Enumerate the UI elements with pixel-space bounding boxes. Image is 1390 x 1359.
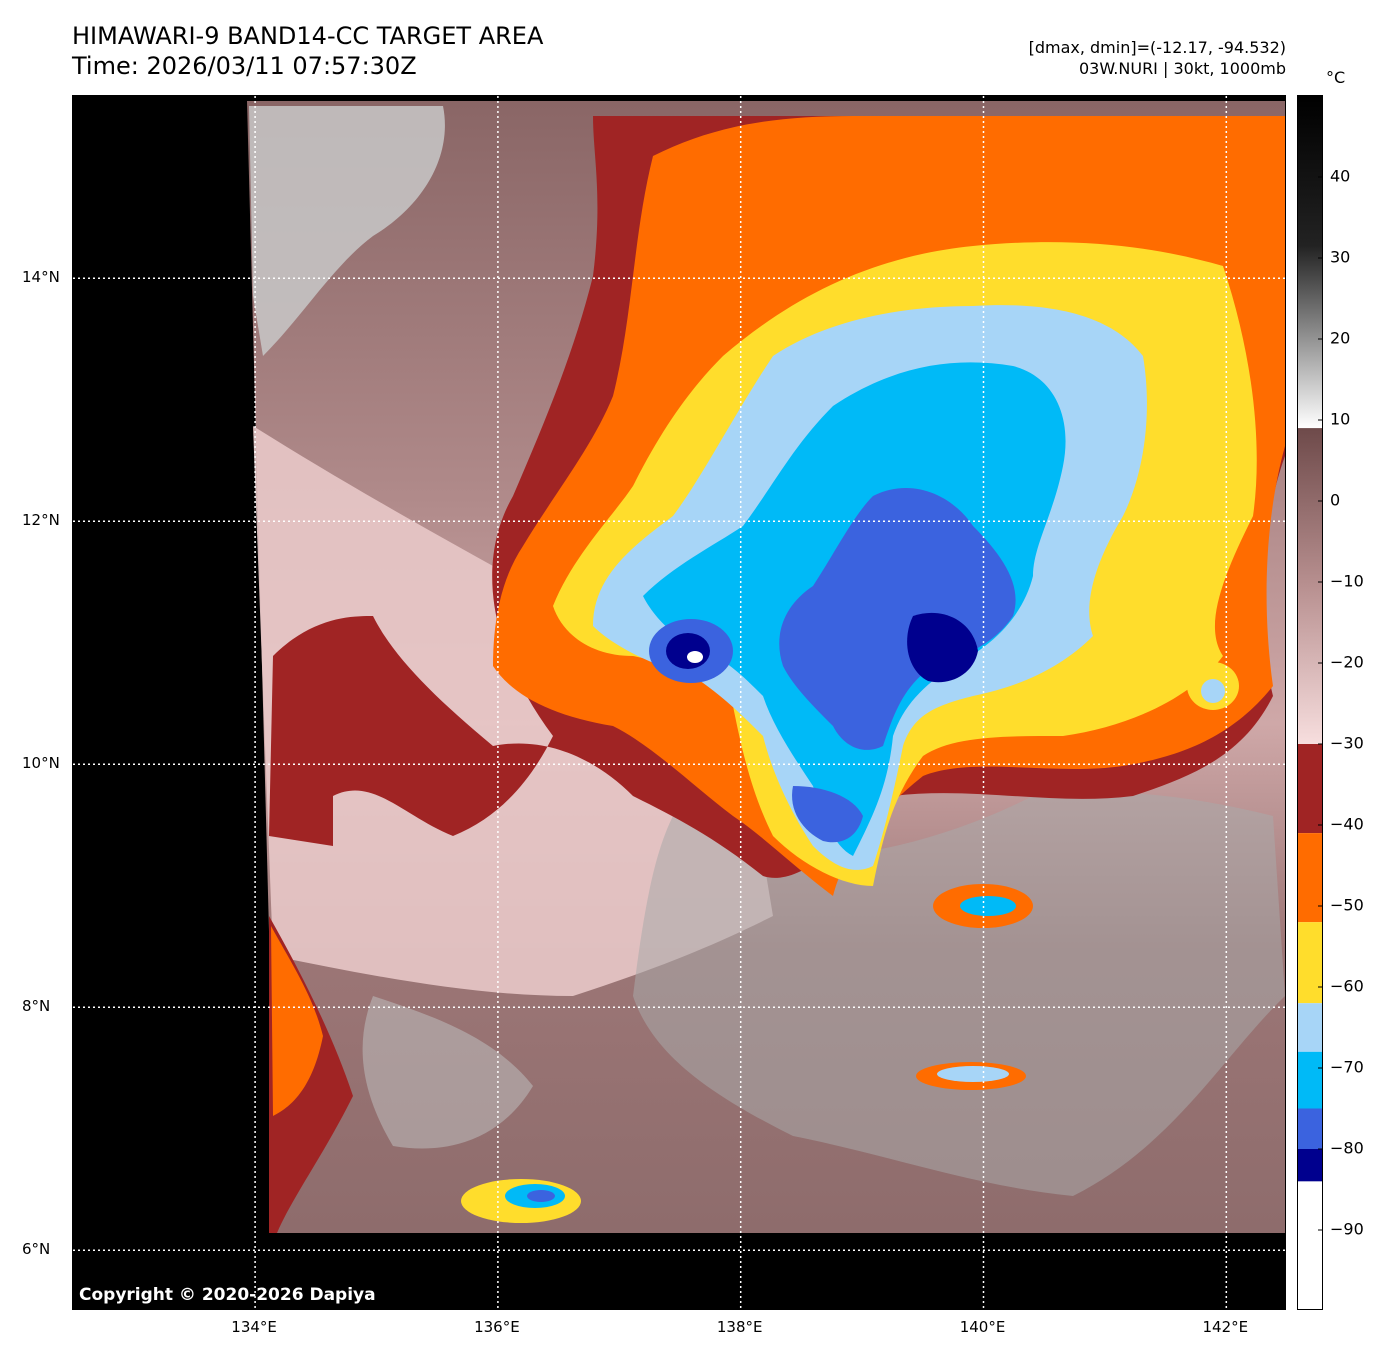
- colorbar-band-4: [1298, 922, 1322, 1004]
- y-tick-label: 14°N: [22, 268, 60, 287]
- colorbar-band-3: [1298, 833, 1322, 923]
- dmax-dmin-label: [dmax, dmin]=(-12.17, -94.532): [1028, 38, 1286, 57]
- x-tick-label: 134°E: [231, 1318, 277, 1336]
- colorbar-tick-label: −50: [1330, 895, 1364, 915]
- colorbar-band-7: [1298, 1108, 1322, 1149]
- colorbar-band-1: [1298, 428, 1322, 744]
- cloud-cell-coldest: [687, 651, 703, 663]
- cloud-band-royalblue: [779, 487, 1016, 750]
- x-tick-label: 142°E: [1202, 1318, 1249, 1336]
- colorbar-tick-label: 40: [1330, 166, 1351, 186]
- copyright-label: Copyright © 2020-2026 Dapiya: [79, 1285, 376, 1305]
- colorbar-tick-label: 10: [1330, 409, 1351, 429]
- gray-cloud-se: [633, 792, 1285, 1196]
- cloud-band-royalblue-2: [792, 786, 863, 843]
- colorbar-tick-label: −20: [1330, 652, 1364, 672]
- cloud-cell-navy: [666, 633, 710, 669]
- colorbar-band-0: [1298, 96, 1322, 429]
- gray-cloud-s: [362, 996, 533, 1149]
- colorbar-tick-label: −30: [1330, 733, 1364, 753]
- colorbar-band-9: [1298, 1181, 1322, 1309]
- title-line-2: Time: 2026/03/11 07:57:30Z: [72, 52, 417, 80]
- colorbar-band-5: [1298, 1003, 1322, 1052]
- colorbar-tick-label: 0: [1330, 490, 1341, 510]
- x-tick-label: 138°E: [716, 1318, 763, 1336]
- cell-e-1-core: [1201, 679, 1225, 703]
- y-tick-label: 6°N: [22, 1240, 51, 1259]
- y-tick-label: 12°N: [22, 511, 60, 530]
- colorbar-unit: °C: [1326, 68, 1346, 87]
- x-tick-label: 140°E: [959, 1318, 1006, 1336]
- storm-info-label: 03W.NURI | 30kt, 1000mb: [1078, 59, 1286, 78]
- colorbar-tick-label: −10: [1330, 571, 1364, 591]
- title-line-1: HIMAWARI-9 BAND14-CC TARGET AREA: [72, 22, 544, 50]
- colorbar-tick-label: 20: [1330, 328, 1351, 348]
- cell-south-1-inner: [527, 1190, 555, 1202]
- graticule: [73, 96, 1285, 1309]
- y-tick-label: 8°N: [22, 997, 51, 1016]
- colorbar-band-2: [1298, 744, 1322, 834]
- colorbar-tick-label: −90: [1330, 1219, 1364, 1239]
- cloud-band-navy: [907, 612, 978, 683]
- y-tick-label: 10°N: [22, 754, 60, 773]
- colorbar-tick-label: −60: [1330, 976, 1364, 996]
- cell-se-1-core: [937, 1066, 1009, 1082]
- gray-cloud-nw: [249, 106, 445, 356]
- x-tick-label: 136°E: [474, 1318, 520, 1336]
- colorbar-tick-label: −70: [1330, 1057, 1364, 1077]
- colorbar-tick-label: 30: [1330, 247, 1351, 267]
- colorbar-tick-label: −40: [1330, 814, 1364, 834]
- cell-se-2-core: [960, 896, 1016, 916]
- colorbar-band-6: [1298, 1051, 1322, 1109]
- satellite-map: Copyright © 2020-2026 Dapiya: [72, 95, 1286, 1310]
- cloud-band-orange-sw: [271, 926, 323, 1116]
- colorbar: [1297, 95, 1323, 1310]
- warm-cloud-region-pink: [253, 426, 773, 996]
- colorbar-band-8: [1298, 1149, 1322, 1182]
- colorbar-tick-label: −80: [1330, 1138, 1364, 1158]
